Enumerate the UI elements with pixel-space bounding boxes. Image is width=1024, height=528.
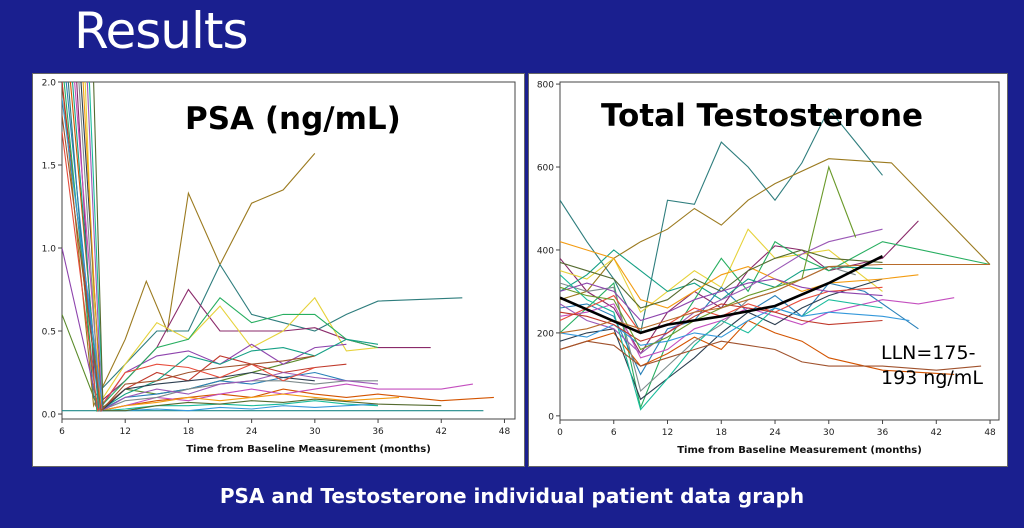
psa-x-tick-label: 6 bbox=[59, 427, 65, 437]
psa-patient-line bbox=[67, 82, 463, 399]
psa-y-tick-label: 2.0 bbox=[42, 79, 57, 89]
testosterone-patient-line bbox=[560, 158, 991, 301]
testosterone-x-tick-label: 18 bbox=[716, 428, 728, 438]
testosterone-chart: 0 200 400 600 800 0 6 12 18 24 30 36 42 48 Time from B… bbox=[537, 81, 1000, 456]
testosterone-series-group bbox=[560, 107, 991, 411]
lln-annotation-line-1: LLN=175- bbox=[881, 342, 976, 364]
testosterone-patient-line bbox=[560, 319, 955, 375]
testosterone-y-tick-label: 200 bbox=[537, 329, 554, 339]
psa-patient-line bbox=[82, 82, 400, 412]
psa-patient-line bbox=[62, 82, 347, 412]
psa-patient-line bbox=[84, 82, 379, 408]
psa-y-tick-label: 1.5 bbox=[42, 162, 56, 172]
psa-patient-line bbox=[62, 115, 315, 412]
testosterone-patient-line bbox=[560, 274, 883, 411]
testosterone-x-tick-label: 48 bbox=[984, 428, 996, 438]
testosterone-plot-frame bbox=[559, 81, 1000, 421]
lln-annotation-line-2: 193 ng/mL bbox=[881, 367, 983, 389]
testosterone-x-tick-label: 6 bbox=[611, 428, 617, 438]
psa-patient-line bbox=[62, 131, 316, 413]
psa-x-axis-label: Time from Baseline Measurement (months) bbox=[186, 444, 431, 455]
psa-x-tick-label: 48 bbox=[499, 427, 511, 437]
psa-patient-line bbox=[63, 82, 379, 412]
psa-patient-line bbox=[93, 82, 442, 412]
psa-patient-line bbox=[62, 82, 316, 408]
psa-x-tick-label: 24 bbox=[246, 427, 258, 437]
testosterone-patient-line bbox=[560, 340, 982, 371]
psa-y-tick-label: 1.0 bbox=[42, 245, 57, 255]
psa-chart: 0.0 0.5 1.0 1.5 2.0 6 12 18 24 30 36 42 48 Time from … bbox=[42, 79, 516, 455]
psa-plot-frame bbox=[61, 81, 516, 420]
psa-patient-line bbox=[71, 82, 379, 412]
testosterone-x-tick-label: 24 bbox=[769, 428, 781, 438]
slide-title: Results bbox=[74, 2, 249, 60]
testosterone-patient-line bbox=[560, 228, 883, 355]
psa-y-tick-label: 0.5 bbox=[42, 328, 56, 338]
psa-x-tick-label: 18 bbox=[183, 427, 195, 437]
psa-x-tick-label: 30 bbox=[309, 427, 321, 437]
testosterone-x-tick-label: 42 bbox=[931, 428, 942, 438]
testosterone-patient-line bbox=[560, 249, 883, 301]
testosterone-y-tick-label: 400 bbox=[537, 246, 554, 256]
psa-x-tick-label: 36 bbox=[372, 427, 384, 437]
testosterone-x-axis-label: Time from Baseline Measurement (months) bbox=[677, 445, 922, 456]
testosterone-mean-line bbox=[560, 255, 884, 335]
psa-patient-line bbox=[86, 82, 379, 412]
testosterone-patient-line bbox=[560, 165, 857, 351]
testosterone-y-tick-label: 0 bbox=[548, 412, 554, 422]
psa-y-tick-label: 0.0 bbox=[42, 411, 57, 421]
psa-x-tick-label: 42 bbox=[436, 427, 447, 437]
testosterone-patient-line bbox=[560, 240, 991, 410]
slide-caption: PSA and Testosterone individual patient … bbox=[219, 484, 805, 508]
testosterone-x-tick-label: 0 bbox=[557, 428, 563, 438]
testosterone-patient-line bbox=[560, 249, 883, 309]
testosterone-y-tick-label: 800 bbox=[537, 81, 554, 91]
testosterone-patient-line bbox=[560, 278, 883, 401]
testosterone-chart-panel: 0 200 400 600 800 0 6 12 18 24 30 36 42 48 Time from B… bbox=[528, 73, 1008, 467]
psa-chart-panel: 0.0 0.5 1.0 1.5 2.0 6 12 18 24 30 36 42 48 Time from … bbox=[32, 73, 525, 467]
psa-x-tick-label: 12 bbox=[119, 427, 130, 437]
psa-series-group bbox=[62, 82, 494, 413]
testosterone-y-tick-label: 600 bbox=[537, 164, 554, 174]
testosterone-x-tick-label: 12 bbox=[662, 428, 673, 438]
psa-chart-title: PSA (ng/mL) bbox=[185, 101, 401, 137]
testosterone-patient-line bbox=[560, 228, 883, 314]
testosterone-patient-line bbox=[560, 278, 883, 322]
testosterone-chart-title: Total Testosterone bbox=[601, 98, 924, 134]
testosterone-patient-line bbox=[560, 286, 883, 334]
testosterone-x-tick-label: 36 bbox=[877, 428, 889, 438]
testosterone-x-tick-label: 30 bbox=[823, 428, 835, 438]
lln-annotation: LLN=175- 193 ng/mL bbox=[881, 341, 983, 391]
